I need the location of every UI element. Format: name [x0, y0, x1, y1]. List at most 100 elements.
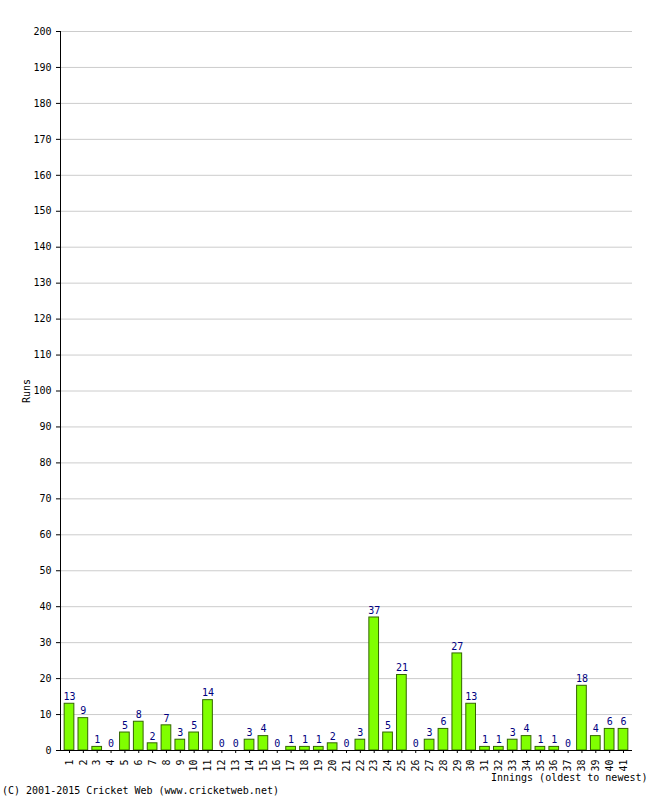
- svg-text:21: 21: [396, 662, 408, 673]
- svg-text:19: 19: [313, 760, 324, 772]
- svg-text:0: 0: [413, 738, 419, 749]
- svg-text:33: 33: [507, 760, 518, 772]
- svg-text:180: 180: [33, 98, 51, 109]
- svg-text:13: 13: [230, 760, 241, 772]
- svg-text:36: 36: [548, 760, 559, 772]
- svg-text:32: 32: [493, 760, 504, 772]
- svg-text:0: 0: [233, 738, 239, 749]
- svg-text:8: 8: [136, 709, 142, 720]
- svg-text:190: 190: [33, 62, 51, 73]
- svg-text:26: 26: [410, 760, 421, 772]
- svg-text:1: 1: [288, 734, 294, 745]
- svg-text:12: 12: [216, 760, 227, 772]
- svg-text:9: 9: [80, 705, 86, 716]
- svg-text:25: 25: [396, 760, 407, 772]
- svg-text:11: 11: [202, 760, 213, 772]
- svg-text:3: 3: [357, 727, 363, 738]
- svg-text:2: 2: [150, 731, 156, 742]
- svg-text:37: 37: [562, 760, 573, 772]
- svg-text:6: 6: [440, 716, 446, 727]
- svg-text:0: 0: [45, 745, 51, 756]
- svg-text:140: 140: [33, 241, 51, 252]
- svg-text:3: 3: [247, 727, 253, 738]
- svg-text:10: 10: [188, 760, 199, 772]
- svg-text:Innings (oldest to newest): Innings (oldest to newest): [491, 772, 648, 783]
- svg-text:120: 120: [33, 313, 51, 324]
- svg-text:6: 6: [607, 716, 613, 727]
- svg-text:70: 70: [39, 493, 51, 504]
- svg-text:27: 27: [424, 760, 435, 772]
- svg-text:40: 40: [604, 760, 615, 772]
- svg-text:14: 14: [244, 760, 255, 772]
- svg-text:10: 10: [39, 709, 51, 720]
- svg-text:38: 38: [576, 760, 587, 772]
- svg-text:18: 18: [299, 760, 310, 772]
- svg-text:3: 3: [427, 727, 433, 738]
- svg-text:29: 29: [451, 760, 462, 772]
- svg-text:5: 5: [385, 720, 391, 731]
- svg-text:Runs: Runs: [21, 379, 32, 403]
- svg-text:200: 200: [33, 26, 51, 37]
- svg-text:27: 27: [451, 641, 463, 652]
- svg-text:130: 130: [33, 277, 51, 288]
- svg-text:21: 21: [341, 760, 352, 772]
- svg-text:30: 30: [465, 760, 476, 772]
- svg-text:0: 0: [274, 738, 280, 749]
- svg-text:90: 90: [39, 421, 51, 432]
- svg-text:4: 4: [593, 723, 599, 734]
- svg-text:9: 9: [175, 760, 186, 766]
- svg-text:16: 16: [271, 760, 282, 772]
- svg-text:1: 1: [482, 734, 488, 745]
- svg-text:6: 6: [133, 760, 144, 766]
- svg-text:3: 3: [177, 727, 183, 738]
- svg-text:5: 5: [119, 760, 130, 766]
- svg-text:23: 23: [368, 760, 379, 772]
- svg-text:35: 35: [535, 760, 546, 772]
- svg-text:0: 0: [219, 738, 225, 749]
- svg-text:7: 7: [147, 760, 158, 766]
- svg-text:39: 39: [590, 760, 601, 772]
- svg-text:37: 37: [368, 605, 380, 616]
- svg-text:5: 5: [191, 720, 197, 731]
- svg-text:3: 3: [91, 760, 102, 766]
- svg-text:0: 0: [108, 738, 114, 749]
- svg-text:150: 150: [33, 205, 51, 216]
- svg-text:34: 34: [521, 760, 532, 772]
- svg-text:41: 41: [618, 760, 629, 772]
- svg-text:30: 30: [39, 637, 51, 648]
- svg-text:4: 4: [105, 760, 116, 766]
- svg-text:4: 4: [260, 723, 266, 734]
- svg-text:3: 3: [510, 727, 516, 738]
- svg-text:160: 160: [33, 170, 51, 181]
- svg-text:110: 110: [33, 349, 51, 360]
- svg-text:20: 20: [39, 673, 51, 684]
- svg-text:170: 170: [33, 134, 51, 145]
- svg-text:1: 1: [537, 734, 543, 745]
- svg-text:1: 1: [496, 734, 502, 745]
- svg-text:2: 2: [78, 760, 89, 766]
- svg-text:1: 1: [94, 734, 100, 745]
- svg-text:1: 1: [64, 760, 75, 766]
- svg-text:1: 1: [551, 734, 557, 745]
- svg-text:14: 14: [202, 687, 214, 698]
- svg-text:6: 6: [620, 716, 626, 727]
- svg-text:1: 1: [316, 734, 322, 745]
- svg-text:24: 24: [382, 760, 393, 772]
- svg-text:18: 18: [576, 673, 588, 684]
- svg-text:50: 50: [39, 565, 51, 576]
- svg-text:28: 28: [438, 760, 449, 772]
- svg-text:2: 2: [330, 731, 336, 742]
- svg-text:8: 8: [161, 760, 172, 766]
- svg-text:31: 31: [479, 760, 490, 772]
- svg-text:80: 80: [39, 457, 51, 468]
- svg-text:17: 17: [285, 760, 296, 772]
- svg-text:20: 20: [327, 760, 338, 772]
- svg-text:15: 15: [258, 760, 269, 772]
- svg-text:60: 60: [39, 529, 51, 540]
- svg-text:22: 22: [355, 760, 366, 772]
- svg-text:4: 4: [524, 723, 530, 734]
- svg-text:40: 40: [39, 601, 51, 612]
- svg-text:0: 0: [565, 738, 571, 749]
- svg-text:13: 13: [63, 691, 75, 702]
- svg-text:0: 0: [343, 738, 349, 749]
